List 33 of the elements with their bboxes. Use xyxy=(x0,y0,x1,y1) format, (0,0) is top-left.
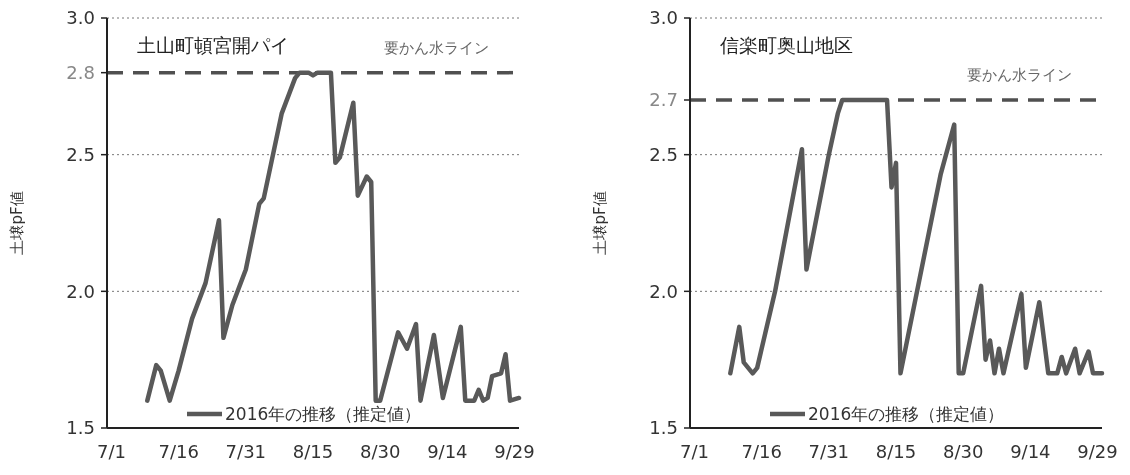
x-tick-label: 8/30 xyxy=(359,441,401,462)
legend-label: 2016年の推移（推定値） xyxy=(225,403,422,424)
x-tick-label: 8/15 xyxy=(292,441,334,462)
y-tick-label: 3.0 xyxy=(649,7,678,29)
x-tick-label: 7/31 xyxy=(808,441,850,462)
x-tick-label: 9/29 xyxy=(494,441,535,462)
text: 信楽町奥山地区 xyxy=(720,34,853,56)
x-tick-label: 7/16 xyxy=(741,441,782,462)
y-tick-label: 2.8 xyxy=(66,61,95,83)
legend-label: 2016年の推移（推定値） xyxy=(808,403,1005,424)
x-tick-label: 9/29 xyxy=(1077,441,1118,462)
y-tick-label: 1.5 xyxy=(649,417,678,439)
x-tick-label: 9/14 xyxy=(1010,441,1051,462)
y-tick-label: 1.5 xyxy=(66,417,95,439)
x-tick-label: 8/15 xyxy=(875,441,917,462)
x-tick-label: 8/30 xyxy=(942,441,984,462)
y-tick-label: 2.5 xyxy=(649,143,678,165)
y-tick-label: 2.0 xyxy=(66,280,95,302)
y-tick-label: 2.7 xyxy=(649,89,678,111)
line-series xyxy=(728,97,1105,376)
y-tick-label: 2.0 xyxy=(649,280,678,302)
x-tick-label: 7/1 xyxy=(96,441,126,462)
y-axis-title: 土壌pF値 xyxy=(8,191,26,255)
y-tick-label: 3.0 xyxy=(66,7,95,29)
x-tick-label: 9/14 xyxy=(427,441,468,462)
text: 土山町頓宮開パイ xyxy=(137,34,289,56)
x-tick-label: 7/16 xyxy=(158,441,199,462)
x-tick-label: 7/31 xyxy=(225,441,267,462)
y-tick-label: 2.5 xyxy=(66,143,95,165)
ref-line-label: 要かん水ライン xyxy=(384,38,489,57)
y-axis-title: 土壌pF値 xyxy=(591,191,609,255)
ref-line-label: 要かん水ライン xyxy=(967,66,1072,84)
x-tick-label: 7/1 xyxy=(679,441,709,462)
